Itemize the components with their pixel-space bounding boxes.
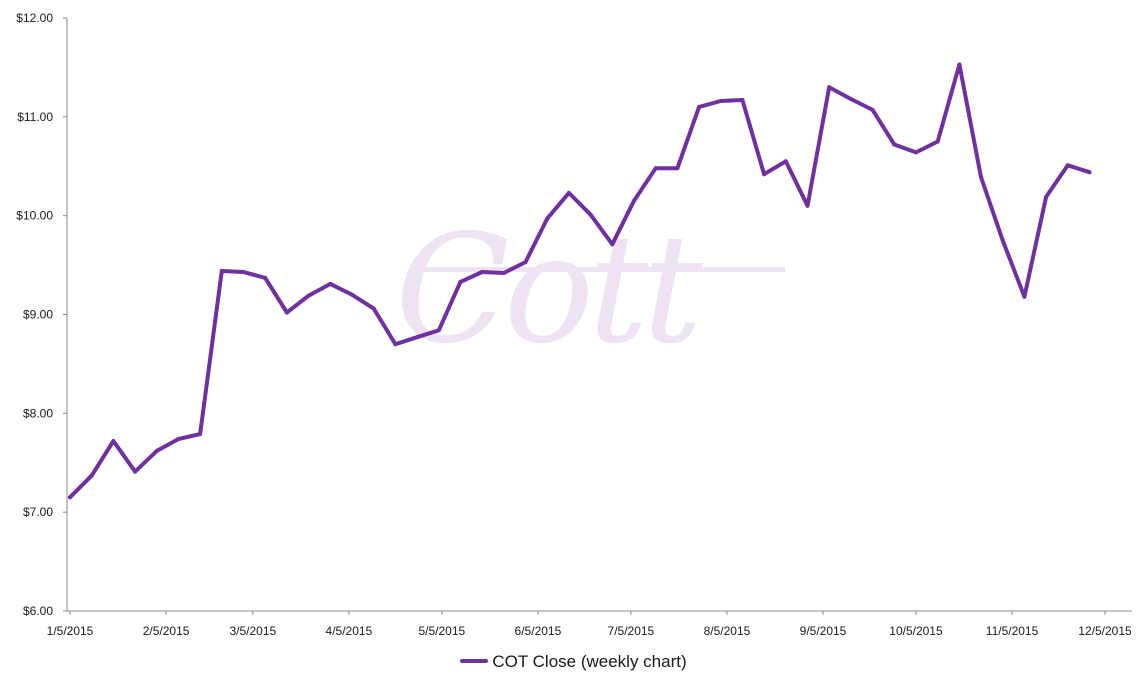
data-point <box>740 98 745 102</box>
data-point <box>154 448 159 453</box>
x-tick-label: 9/5/2015 <box>800 624 847 638</box>
y-axis-ticks: $6.00 $7.00 $8.00 $9.00 $10.00 $11.00 $12.00 <box>16 11 67 618</box>
series-line-0 <box>68 62 1092 500</box>
data-point <box>1087 170 1092 175</box>
data-point <box>263 275 268 280</box>
data-point <box>848 97 853 101</box>
x-axis-ticks: 1/5/2015 2/5/2015 3/5/2015 4/5/2015 5/5/2015… <box>47 611 1132 638</box>
x-tick-label: 6/5/2015 <box>515 624 562 638</box>
data-point <box>783 159 788 164</box>
data-point <box>393 342 398 347</box>
data-point <box>328 281 333 286</box>
data-point <box>914 150 918 155</box>
data-point <box>133 469 138 474</box>
data-point <box>892 142 897 147</box>
data-point <box>957 62 962 67</box>
y-tick-label: $6.00 <box>23 604 53 618</box>
x-tick-label: 11/5/2015 <box>986 624 1039 638</box>
data-point <box>718 99 723 103</box>
data-point <box>501 271 506 275</box>
data-point <box>436 328 441 333</box>
data-point <box>415 335 420 340</box>
data-point <box>284 310 289 315</box>
data-point <box>68 495 72 500</box>
x-tick-label: 8/5/2015 <box>704 624 751 638</box>
x-tick-label: 5/5/2015 <box>418 624 465 638</box>
chart-legend: COT Close (weekly chart) <box>0 652 1147 672</box>
y-tick-label: $10.00 <box>16 209 53 223</box>
x-tick-label: 1/5/2015 <box>47 624 94 638</box>
x-tick-label: 12/5/2015 <box>1078 624 1132 638</box>
data-point <box>198 432 203 437</box>
data-point <box>1022 294 1027 299</box>
data-point <box>480 270 485 274</box>
chart-series <box>68 62 1092 500</box>
legend-label: COT Close (weekly chart) <box>492 652 687 671</box>
data-point <box>371 306 376 311</box>
data-point <box>176 437 181 441</box>
data-point <box>219 269 224 273</box>
data-point <box>588 212 593 217</box>
data-point <box>566 190 571 195</box>
y-tick-label: $12.00 <box>16 11 53 25</box>
y-tick-label: $8.00 <box>23 406 53 420</box>
data-point <box>89 473 94 478</box>
x-tick-label: 10/5/2015 <box>889 624 943 638</box>
data-point <box>805 203 810 208</box>
y-tick-label: $9.00 <box>23 308 53 322</box>
data-point <box>762 172 767 177</box>
data-point <box>241 270 246 274</box>
y-tick-label: $7.00 <box>23 505 53 519</box>
data-point <box>610 242 615 247</box>
data-point <box>1065 163 1070 168</box>
legend-swatch <box>460 658 489 663</box>
y-tick-label: $11.00 <box>17 110 53 124</box>
data-point <box>350 292 354 297</box>
data-point <box>653 166 658 171</box>
data-point <box>979 175 983 180</box>
data-point <box>870 107 875 112</box>
x-tick-label: 2/5/2015 <box>143 624 190 638</box>
data-point <box>523 260 528 265</box>
data-point <box>1044 194 1049 199</box>
data-point <box>111 439 116 443</box>
data-point <box>545 216 550 221</box>
chart-axes <box>66 18 1132 612</box>
data-point <box>827 85 832 90</box>
data-point <box>458 279 463 284</box>
data-point <box>632 198 636 203</box>
x-tick-label: 3/5/2015 <box>229 624 276 638</box>
data-point <box>697 104 702 109</box>
x-tick-label: 4/5/2015 <box>326 624 373 638</box>
data-point <box>675 166 680 171</box>
x-tick-label: 7/5/2015 <box>608 624 655 638</box>
data-point <box>306 293 311 298</box>
data-point <box>1000 238 1005 243</box>
data-point <box>935 139 940 144</box>
